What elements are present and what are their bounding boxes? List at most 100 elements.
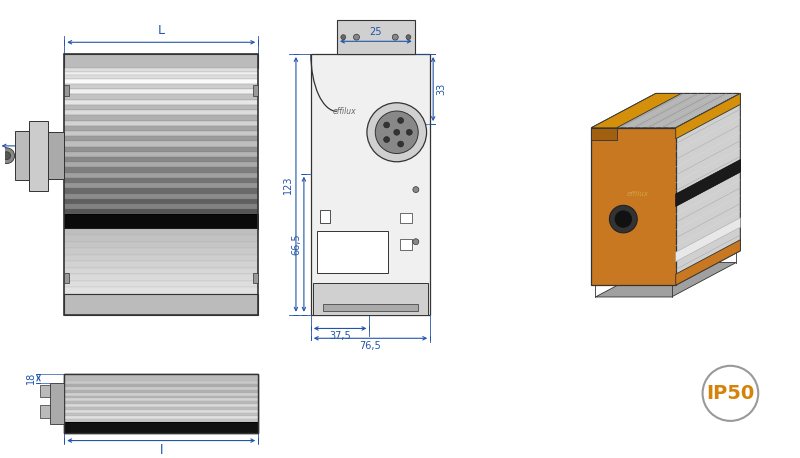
Circle shape	[702, 366, 758, 421]
Bar	[64, 404, 258, 407]
Circle shape	[384, 136, 390, 142]
Circle shape	[406, 129, 412, 135]
Circle shape	[384, 122, 390, 128]
Bar	[254, 85, 258, 96]
Bar	[311, 54, 430, 315]
Bar	[64, 410, 258, 413]
Bar	[64, 168, 258, 173]
Bar	[64, 381, 258, 384]
Text: 17,4: 17,4	[21, 132, 42, 142]
Polygon shape	[595, 251, 736, 285]
Bar	[64, 142, 258, 147]
Polygon shape	[676, 93, 740, 139]
Bar	[321, 210, 330, 224]
Circle shape	[392, 34, 398, 40]
Bar	[64, 268, 258, 274]
Bar	[64, 374, 258, 381]
Text: 37,5: 37,5	[330, 332, 351, 341]
Circle shape	[398, 118, 404, 124]
Bar	[64, 115, 258, 120]
Bar	[41, 405, 50, 418]
Polygon shape	[595, 262, 736, 297]
Circle shape	[375, 111, 418, 153]
Polygon shape	[591, 93, 681, 128]
Bar	[64, 84, 258, 89]
Bar	[50, 382, 64, 424]
Bar	[64, 374, 258, 433]
Bar	[337, 20, 414, 54]
Bar	[64, 79, 258, 84]
Bar	[64, 131, 258, 136]
Bar	[64, 199, 258, 204]
Bar	[64, 422, 258, 433]
Bar	[64, 294, 258, 315]
Circle shape	[367, 103, 426, 162]
Bar	[64, 209, 258, 214]
Bar	[64, 89, 258, 94]
Bar	[64, 152, 258, 157]
Bar	[64, 235, 258, 242]
Text: 123: 123	[283, 175, 293, 194]
Circle shape	[406, 35, 411, 39]
Bar	[64, 94, 258, 100]
Polygon shape	[676, 240, 740, 285]
Bar	[64, 157, 258, 162]
Bar	[64, 173, 258, 178]
Text: 66,5: 66,5	[291, 234, 301, 255]
Bar	[64, 85, 69, 96]
Bar	[64, 194, 258, 199]
Bar	[41, 385, 50, 397]
Bar	[64, 183, 258, 188]
Bar	[64, 204, 258, 209]
Bar	[64, 396, 258, 398]
Bar	[64, 393, 258, 396]
Bar	[64, 110, 258, 115]
Bar	[64, 274, 258, 281]
Bar	[64, 100, 258, 105]
Circle shape	[413, 187, 419, 192]
Circle shape	[413, 239, 419, 245]
Polygon shape	[591, 93, 740, 128]
Bar	[64, 419, 258, 422]
Bar	[64, 390, 258, 393]
Bar	[254, 273, 258, 284]
Text: 33: 33	[436, 83, 446, 95]
Circle shape	[341, 35, 346, 39]
Bar	[64, 374, 258, 433]
Text: effilux: effilux	[626, 191, 649, 197]
Bar	[64, 72, 258, 76]
Text: 25: 25	[370, 27, 382, 38]
Text: 76,5: 76,5	[360, 341, 382, 351]
Text: effilux: effilux	[333, 107, 356, 116]
Bar	[64, 105, 258, 110]
Bar	[64, 54, 258, 68]
Bar	[64, 76, 258, 79]
Bar	[48, 132, 64, 179]
Bar	[64, 136, 258, 142]
Bar	[400, 239, 412, 250]
Text: l: l	[159, 443, 163, 457]
Bar	[14, 131, 29, 180]
Bar	[64, 54, 258, 315]
Bar	[64, 401, 258, 404]
Bar	[64, 384, 258, 387]
Bar	[64, 248, 258, 255]
Bar	[64, 273, 69, 284]
Circle shape	[0, 148, 14, 164]
Text: IP50: IP50	[706, 384, 754, 403]
Bar	[64, 287, 258, 294]
Polygon shape	[591, 128, 676, 285]
Circle shape	[610, 205, 638, 233]
Bar	[322, 304, 418, 311]
Circle shape	[394, 129, 400, 135]
Bar	[317, 231, 389, 273]
Text: L: L	[158, 24, 165, 38]
Bar	[64, 229, 258, 235]
Text: 18: 18	[26, 372, 35, 384]
Bar	[314, 284, 428, 315]
Bar	[64, 416, 258, 419]
Circle shape	[615, 211, 632, 227]
Bar	[64, 255, 258, 261]
Bar	[64, 413, 258, 416]
Bar	[64, 407, 258, 410]
